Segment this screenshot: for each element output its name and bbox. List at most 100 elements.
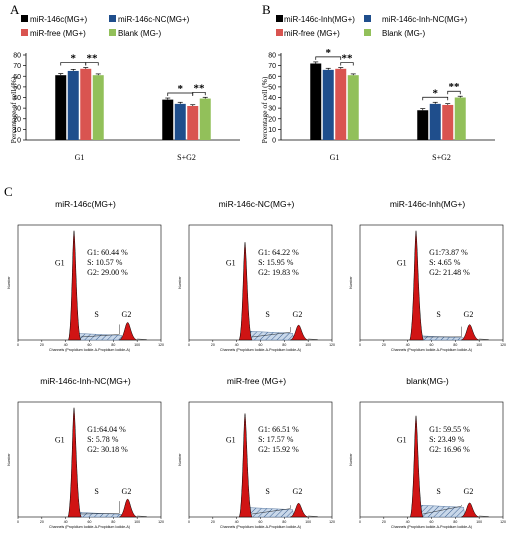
sig-bracket-b-0: [315, 56, 342, 60]
histogram-g2-label-0: G2: [122, 310, 132, 319]
histogram-xtick-label-4-2: 40: [235, 520, 239, 524]
bar-b-1-0: [417, 110, 429, 140]
histogram-title-1: miR-146c-NC(MG+): [219, 199, 295, 209]
histogram-xtick-label-1-5: 100: [305, 343, 311, 347]
histogram-stat-2-0: G1:73.87 %: [429, 248, 468, 257]
panel-label-b: B: [262, 2, 271, 17]
bar-b-0-2: [335, 68, 347, 140]
histogram-envelope-3: [81, 501, 147, 517]
y-tick-label-a-4: 40: [13, 95, 21, 102]
bar-a-1-3: [199, 98, 211, 140]
bar-b-0-0: [310, 63, 322, 140]
x-tick-label-a-1: S+G2: [177, 153, 196, 162]
y-tick-label-b-4: 40: [268, 95, 276, 102]
histogram-xlabel-5: Channels (Propidium Iodide-A-Propidium I…: [391, 525, 472, 529]
y-tick-label-a-3: 30: [13, 106, 21, 113]
histogram-xtick-label-5-0: 0: [359, 520, 361, 524]
sig-bracket-b-1: [340, 62, 354, 66]
histogram-g1-peak-5: [409, 415, 424, 518]
histogram-stat-0-0: G1: 60.44 %: [87, 248, 128, 257]
y-tick-label-a-5: 50: [13, 84, 21, 91]
histogram-title-2: miR-146c-Inh(MG+): [390, 199, 466, 209]
histogram-xtick-label-0-0: 0: [17, 343, 19, 347]
y-tick-label-b-8: 80: [268, 53, 276, 60]
histogram-g2-peak-2: [461, 324, 480, 341]
histogram-xtick-label-2-1: 20: [382, 343, 386, 347]
histogram-xtick-label-0-6: 120: [158, 343, 164, 347]
histogram-g1-peak-2: [409, 230, 425, 341]
bar-a-0-2: [80, 68, 92, 140]
histogram-s-label-2: S: [436, 310, 440, 319]
histogram-title-4: miR-free (MG+): [227, 376, 286, 386]
histogram-xtick-label-0-1: 20: [40, 343, 44, 347]
bar-b-0-3: [347, 75, 359, 140]
histogram-xtick-label-4-0: 0: [188, 520, 190, 524]
sig-label-b-3: **: [449, 81, 461, 93]
histogram-frame-0: [17, 224, 162, 341]
histogram-xtick-label-4-3: 60: [259, 520, 263, 524]
histogram-stat-1-2: G2: 19.83 %: [258, 268, 299, 277]
sig-bracket-b-2: [422, 96, 449, 101]
y-axis-label-a: Percentage of cell (%): [9, 76, 18, 143]
histogram-xtick-label-1-6: 120: [329, 343, 335, 347]
histogram-stat-4-0: G1: 66.51 %: [258, 425, 299, 434]
legend-swatch-b-0: [276, 15, 283, 22]
y-axis-label-b: Percentage of cell (%): [260, 76, 269, 143]
histogram-xtick-label-3-5: 100: [134, 520, 140, 524]
histogram-xtick-label-4-6: 120: [329, 520, 335, 524]
histogram-s-phase-2: [419, 335, 466, 341]
histogram-g2-peak-1: [290, 324, 309, 341]
bar-chart-a: miR-146c(MG+) miR-146c-NC(MG+) miR-free …: [9, 15, 240, 162]
histogram-xtick-label-5-2: 40: [406, 520, 410, 524]
sig-bracket-b-3: [447, 90, 461, 95]
x-tick-label-a-0: G1: [75, 153, 85, 162]
histogram-s-label-5: S: [436, 487, 440, 496]
histogram-envelope-2: [423, 326, 489, 340]
sig-label-b-2: *: [433, 87, 439, 99]
legend-b-0: miR-146c-Inh(MG+): [284, 15, 355, 24]
histogram-xtick-label-3-6: 120: [158, 520, 164, 524]
histogram-xtick-label-4-4: 80: [282, 520, 286, 524]
y-tick-label-a-8: 80: [13, 53, 21, 60]
histogram-g2-label-4: G2: [293, 487, 303, 496]
histogram-ylabel-3: Number: [7, 452, 11, 465]
histogram-title-5: blank(MG-): [406, 376, 449, 386]
histogram-xtick-label-5-6: 120: [500, 520, 506, 524]
histogram-ylabel-2: Number: [349, 275, 353, 288]
legend-swatch-a-0: [21, 15, 28, 22]
y-tick-label-a-6: 60: [13, 74, 21, 81]
histogram-s-label-0: S: [94, 310, 98, 319]
sig-label-a-3: **: [194, 82, 206, 94]
histogram-frame-5: [359, 401, 504, 518]
legend-swatch-a-2: [21, 29, 28, 36]
legend-swatch-b-1: [364, 15, 371, 22]
histogram-s-label-4: S: [265, 487, 269, 496]
legend-a-0: miR-146c(MG+): [30, 15, 87, 24]
bar-a-1-2: [187, 106, 199, 140]
histogram-envelope-4: [252, 505, 318, 517]
histogram-panel-1: miR-146c-NC(MG+) Number 0 20 40 60 80 100 120 Cha…: [178, 199, 335, 352]
histogram-stat-0-2: G2: 29.00 %: [87, 268, 128, 277]
histogram-g2-label-5: G2: [464, 487, 474, 496]
bar-a-1-1: [174, 103, 186, 140]
histogram-xlabel-3: Channels (Propidium Iodide-A-Propidium I…: [49, 525, 130, 529]
y-tick-label-b-0: 0: [272, 138, 276, 145]
legend-a-1: miR-146c-NC(MG+): [118, 15, 190, 24]
sig-label-a-1: **: [87, 53, 99, 65]
bar-b-1-3: [454, 97, 466, 140]
histogram-g1-peak-1: [238, 242, 253, 341]
sig-bracket-a-3: [192, 91, 206, 96]
histogram-g1-peak-4: [238, 413, 253, 518]
y-tick-label-b-6: 60: [268, 74, 276, 81]
panel-label-c: C: [4, 184, 13, 199]
histogram-grid: miR-146c(MG+) Number 0 20 40 60 80 100 120 Channe…: [7, 199, 506, 529]
histogram-xtick-label-2-4: 80: [453, 343, 457, 347]
sig-bracket-a-1: [85, 62, 99, 66]
histogram-g2-peak-0: [119, 322, 138, 341]
y-tick-label-a-7: 70: [13, 63, 21, 70]
bar-a-1-0: [162, 99, 174, 140]
sig-label-a-0: *: [71, 53, 77, 65]
x-tick-label-b-1: S+G2: [432, 153, 451, 162]
histogram-stat-3-0: G1:64.04 %: [87, 425, 126, 434]
histogram-xtick-label-2-3: 60: [430, 343, 434, 347]
